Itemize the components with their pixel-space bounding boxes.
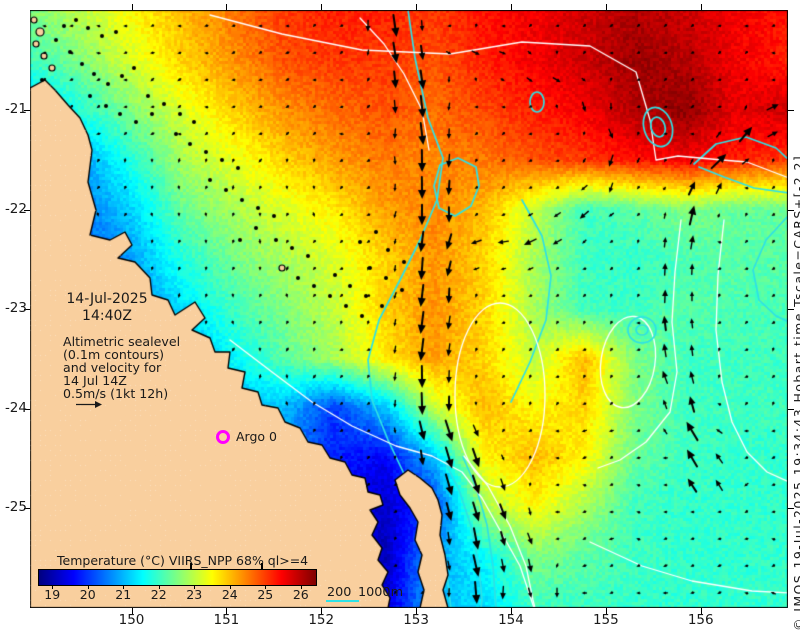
x-axis-tick: [131, 608, 133, 614]
x-axis-label: 151: [213, 612, 240, 628]
y-axis-tick-right: [788, 110, 794, 112]
velocity-legend-text: Altimetric sealevel (0.1m contours) and …: [63, 335, 180, 400]
x-axis-tick: [321, 608, 323, 614]
colorbar-tick-label: 26: [292, 587, 309, 602]
colorbar-tick-label: 21: [115, 587, 132, 602]
colorbar-tick: [194, 585, 196, 589]
colorbar-tick-label: 19: [44, 587, 61, 602]
x-axis-label: 156: [687, 612, 714, 628]
y-axis-tick: [24, 309, 30, 311]
colorbar-tick: [300, 585, 302, 589]
colorbar-tick-label: 23: [186, 587, 203, 602]
colorbar-tick-label: 22: [150, 587, 167, 602]
x-axis-tick: [226, 608, 228, 614]
argo-float-label: Argo 0: [236, 429, 277, 444]
colorbar-tick: [158, 585, 160, 589]
x-axis-label: 153: [403, 612, 429, 628]
velocity-scale-arrow-icon: [76, 401, 102, 408]
x-axis-tick-top: [131, 4, 133, 10]
x-axis-tick-top: [510, 4, 512, 10]
y-axis-label: -22: [4, 200, 27, 217]
legend-line-3: and velocity for: [63, 360, 162, 375]
y-axis-label: -24: [4, 399, 27, 416]
colorbar-range-mark: [189, 563, 192, 569]
y-axis-tick: [24, 110, 30, 112]
x-axis-tick-top: [416, 4, 418, 10]
x-axis-tick-top: [700, 4, 702, 10]
x-axis-tick: [510, 608, 512, 614]
x-axis-label: 155: [592, 612, 619, 628]
y-axis-tick: [24, 508, 30, 510]
map-time: 14:40Z: [82, 308, 132, 324]
colorbar-title: Temperature (°C) VIIRS_NPP 68% ql>=4: [57, 553, 309, 568]
y-axis-label: -21: [4, 101, 27, 118]
copyright-vertical-text: © IMOS 19-Jul-2025 19:34:43 Hobart time …: [791, 154, 800, 631]
x-axis-tick: [416, 608, 418, 614]
colorbar-tick-label: 20: [79, 587, 96, 602]
colorbar-tick-label: 25: [257, 587, 274, 602]
legend-line-5: 0.5m/s (1kt 12h): [63, 386, 169, 401]
x-axis-tick-top: [226, 4, 228, 10]
colorbar-tick-label: 24: [221, 587, 238, 602]
y-axis-label: -25: [4, 499, 27, 516]
y-axis-tick-right: [788, 408, 794, 410]
colorbar-range-mark: [260, 563, 263, 569]
y-axis-tick: [24, 209, 30, 211]
y-axis-tick-right: [788, 209, 794, 211]
x-axis-tick: [605, 608, 607, 614]
colorbar-tick: [52, 585, 54, 589]
depth-contour-sample-line: [326, 600, 359, 602]
colorbar-tick: [87, 585, 89, 589]
x-axis-tick-top: [321, 4, 323, 10]
colorbar-tick: [265, 585, 267, 589]
colorbar-tick: [229, 585, 231, 589]
y-axis-tick-right: [788, 309, 794, 311]
legend-line-2: (0.1m contours): [63, 347, 165, 362]
argo-float-marker[interactable]: [216, 430, 230, 444]
y-axis-tick: [24, 408, 30, 410]
map-canvas[interactable]: [30, 10, 788, 608]
legend-line-1: Altimetric sealevel: [63, 334, 181, 349]
x-axis-label: 152: [308, 612, 335, 628]
map-datetime: 14-Jul-2025 14:40Z: [60, 291, 154, 325]
legend-line-4: 14 Jul 14Z: [63, 373, 127, 388]
x-axis-label: 150: [118, 612, 145, 628]
depth-label-1000: 1000m: [358, 585, 404, 600]
y-axis-tick-right: [788, 508, 794, 510]
x-axis-tick-top: [605, 4, 607, 10]
colorbar-tick: [123, 585, 125, 589]
x-axis-tick: [700, 608, 702, 614]
depth-label-200: 200: [327, 585, 352, 600]
map-date: 14-Jul-2025: [66, 291, 148, 307]
x-axis-label: 154: [498, 612, 524, 628]
y-axis-label: -23: [4, 300, 27, 317]
colorbar-gradient: [38, 569, 317, 586]
